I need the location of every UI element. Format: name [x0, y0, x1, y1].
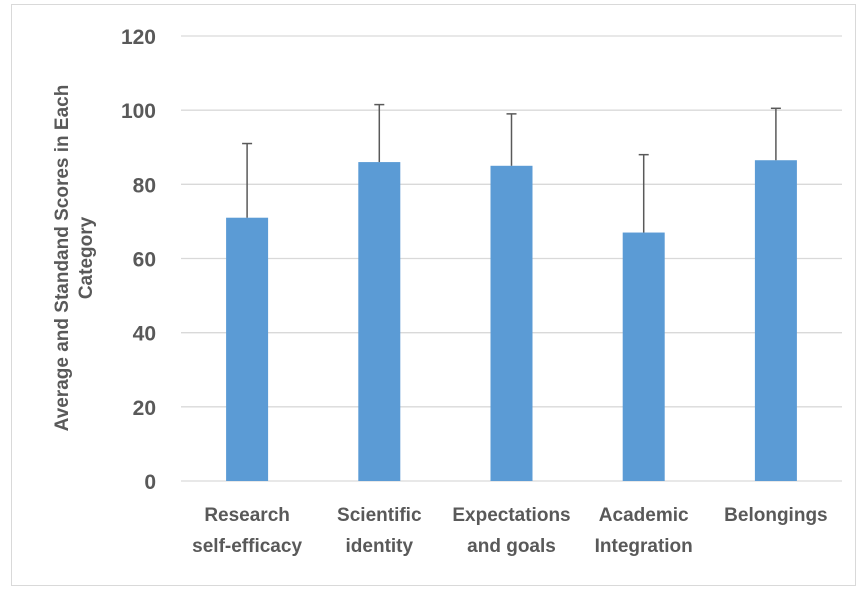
x-category-label: Scientific identity — [337, 505, 422, 557]
bar — [754, 160, 797, 481]
y-tick-label: 100 — [121, 100, 156, 123]
y-tick-label: 0 — [144, 471, 156, 494]
x-category-label: Academic Integration — [595, 505, 693, 557]
bars — [226, 160, 797, 482]
y-tick-label: 40 — [133, 323, 156, 346]
x-axis-categories: Research self-efficacy Scientific identity E… — [192, 505, 827, 557]
y-axis-label: Average and Standand Scores in Each Categ… — [52, 85, 97, 432]
x-category-label: Research self-efficacy — [192, 505, 302, 557]
y-tick-label: 120 — [121, 26, 156, 49]
y-tick-label: 20 — [133, 397, 156, 420]
error-bars — [242, 103, 781, 233]
bar — [226, 217, 269, 482]
y-tick-label: 80 — [133, 174, 156, 197]
x-category-label: Belongings — [724, 505, 827, 526]
y-axis-ticks: 0 20 40 60 80 100 120 — [121, 26, 156, 494]
bar — [622, 232, 665, 481]
bar — [490, 165, 533, 481]
y-tick-label: 60 — [133, 249, 156, 272]
x-category-label: Expectations and goals — [452, 505, 570, 557]
bar — [358, 162, 401, 482]
chart-frame — [11, 4, 856, 586]
